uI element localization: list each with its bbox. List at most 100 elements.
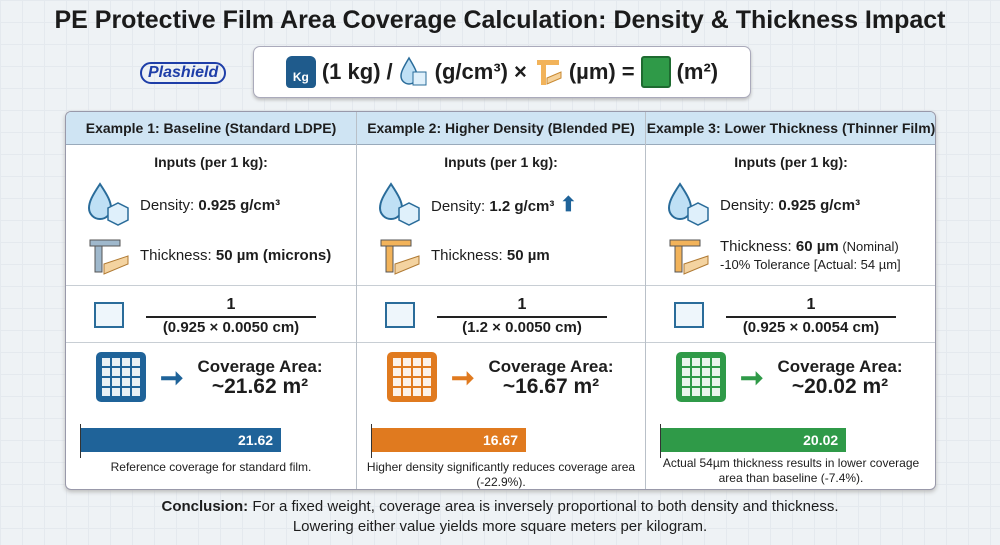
thickness-row: Thickness: 50 µm (microns): [86, 234, 331, 278]
caliper-icon: [533, 56, 563, 88]
coverage-label: Coverage Area:: [488, 357, 614, 376]
density-label: Density:: [431, 197, 490, 215]
grid-cell: [413, 368, 421, 376]
formula-weight: (1 kg): [321, 59, 381, 84]
grid-cell: [403, 388, 411, 396]
grid-cell: [102, 378, 110, 386]
fraction-line: [437, 316, 607, 318]
arrow-right-icon: ➞: [740, 361, 764, 393]
measure-icon: [385, 302, 415, 328]
grid-cell: [682, 368, 690, 376]
arrow-up-icon: ⬆: [554, 193, 577, 216]
example-column-3: Example 3: Lower Thickness (Thinner Film…: [646, 112, 935, 489]
fraction-denominator: (0.925 × 0.0054 cm): [742, 319, 880, 336]
calculation-fraction: 1 (0.925 × 0.0054 cm): [666, 294, 926, 338]
caliper-icon: [86, 234, 130, 278]
arrow-right-icon: ➞: [160, 361, 184, 393]
grid-cell: [413, 378, 421, 386]
grid-cell: [692, 378, 700, 386]
brand-logo: Plashield: [140, 62, 227, 84]
coverage-value: ~21.62 m²: [211, 375, 309, 398]
density-value: 1.2 g/cm³: [489, 197, 555, 215]
example-header: Example 3: Lower Thickness (Thinner Film…: [646, 112, 935, 145]
formula-equals: =: [621, 59, 635, 84]
thickness-value: 50 µm (microns): [215, 247, 332, 264]
example-column-2: Example 2: Higher Density (Blended PE) I…: [357, 112, 646, 489]
grid-cell: [712, 368, 720, 376]
example-header: Example 1: Baseline (Standard LDPE): [66, 112, 356, 145]
fraction-line: [146, 316, 316, 318]
grid-cell: [413, 358, 421, 366]
density-value: 0.925 g/cm³: [198, 196, 281, 214]
grid-cell: [692, 358, 700, 366]
fraction-numerator: 1: [806, 296, 816, 313]
coverage-label: Coverage Area:: [197, 357, 323, 376]
fraction-numerator: 1: [517, 296, 527, 313]
grid-cell: [393, 378, 401, 386]
divider: [66, 342, 356, 343]
calculation-fraction: 1 (0.925 × 0.0050 cm): [86, 294, 346, 338]
thickness-suffix: (Nominal): [838, 239, 899, 254]
thickness-value: 60 µm: [795, 238, 839, 255]
coverage-bar: 20.02: [660, 428, 847, 452]
grid-cell: [122, 368, 130, 376]
grid-cell: [712, 358, 720, 366]
grid-cell: [692, 388, 700, 396]
conclusion-line-2: Lowering either value yields more square…: [292, 518, 708, 535]
fraction-numerator: 1: [226, 296, 236, 313]
coverage-result: ➞ Coverage Area: ~20.02 m²: [676, 352, 903, 402]
grid-cell: [712, 378, 720, 386]
measure-icon: [94, 302, 124, 328]
inputs-label: Inputs (per 1 kg):: [734, 154, 848, 170]
formula-thickness: (µm): [568, 59, 616, 84]
fraction-denominator: (0.925 × 0.0050 cm): [162, 319, 300, 336]
page-title: PE Protective Film Area Coverage Calcula…: [54, 6, 946, 34]
coverage-result: ➞ Coverage Area: ~21.62 m²: [96, 352, 323, 402]
grid-cell: [702, 388, 710, 396]
grid-cell: [403, 358, 411, 366]
grid-cell: [112, 378, 120, 386]
grid-cell: [702, 358, 710, 366]
formula-divide: /: [386, 59, 393, 84]
area-grid-icon: [387, 352, 437, 402]
grid-cell: [122, 358, 130, 366]
density-row: Density: 1.2 g/cm³ ⬆: [377, 182, 577, 226]
bar-caption: Higher density significantly reduces cov…: [366, 460, 636, 489]
grid-cell: [393, 358, 401, 366]
grid-cell: [712, 388, 720, 396]
fraction-denominator: (1.2 × 0.0050 cm): [462, 319, 582, 336]
conclusion-lead: Conclusion:: [161, 498, 249, 515]
divider: [66, 285, 356, 286]
density-icon: [399, 56, 429, 88]
coverage-bar: 21.62: [80, 428, 282, 452]
arrow-right-icon: ➞: [451, 361, 475, 393]
inputs-label: Inputs (per 1 kg):: [444, 154, 558, 170]
bar-caption: Actual 54µm thickness results in lower c…: [662, 456, 920, 485]
caliper-icon: [377, 234, 421, 278]
density-row: Density: 0.925 g/cm³: [86, 182, 280, 226]
coverage-result: ➞ Coverage Area: ~16.67 m²: [387, 352, 614, 402]
grid-cell: [423, 368, 431, 376]
grid-cell: [132, 358, 140, 366]
fraction-line: [726, 316, 896, 318]
grid-cell: [423, 378, 431, 386]
bar-caption: Reference coverage for standard film.: [110, 460, 312, 474]
divider: [646, 285, 935, 286]
divider: [357, 342, 645, 343]
grid-cell: [403, 368, 411, 376]
grid-cell: [122, 388, 130, 396]
weight-icon: Kg: [285, 56, 316, 88]
area-grid-icon: [96, 352, 146, 402]
coverage-value: ~20.02 m²: [791, 375, 889, 398]
grid-cell: [132, 368, 140, 376]
coverage-bar: 16.67: [371, 428, 527, 452]
thickness-row: Thickness: 60 µm (Nominal) -10% Tolerance…: [666, 234, 901, 278]
conclusion: Conclusion: For a fixed weight, coverage…: [0, 497, 1000, 537]
calculation-fraction: 1 (1.2 × 0.0050 cm): [377, 294, 637, 338]
thickness-row: Thickness: 50 µm: [377, 234, 550, 278]
grid-cell: [132, 378, 140, 386]
grid-cell: [102, 368, 110, 376]
density-icon: [377, 182, 421, 226]
thickness-label: Thickness:: [431, 247, 507, 264]
density-row: Density: 0.925 g/cm³: [666, 182, 860, 226]
